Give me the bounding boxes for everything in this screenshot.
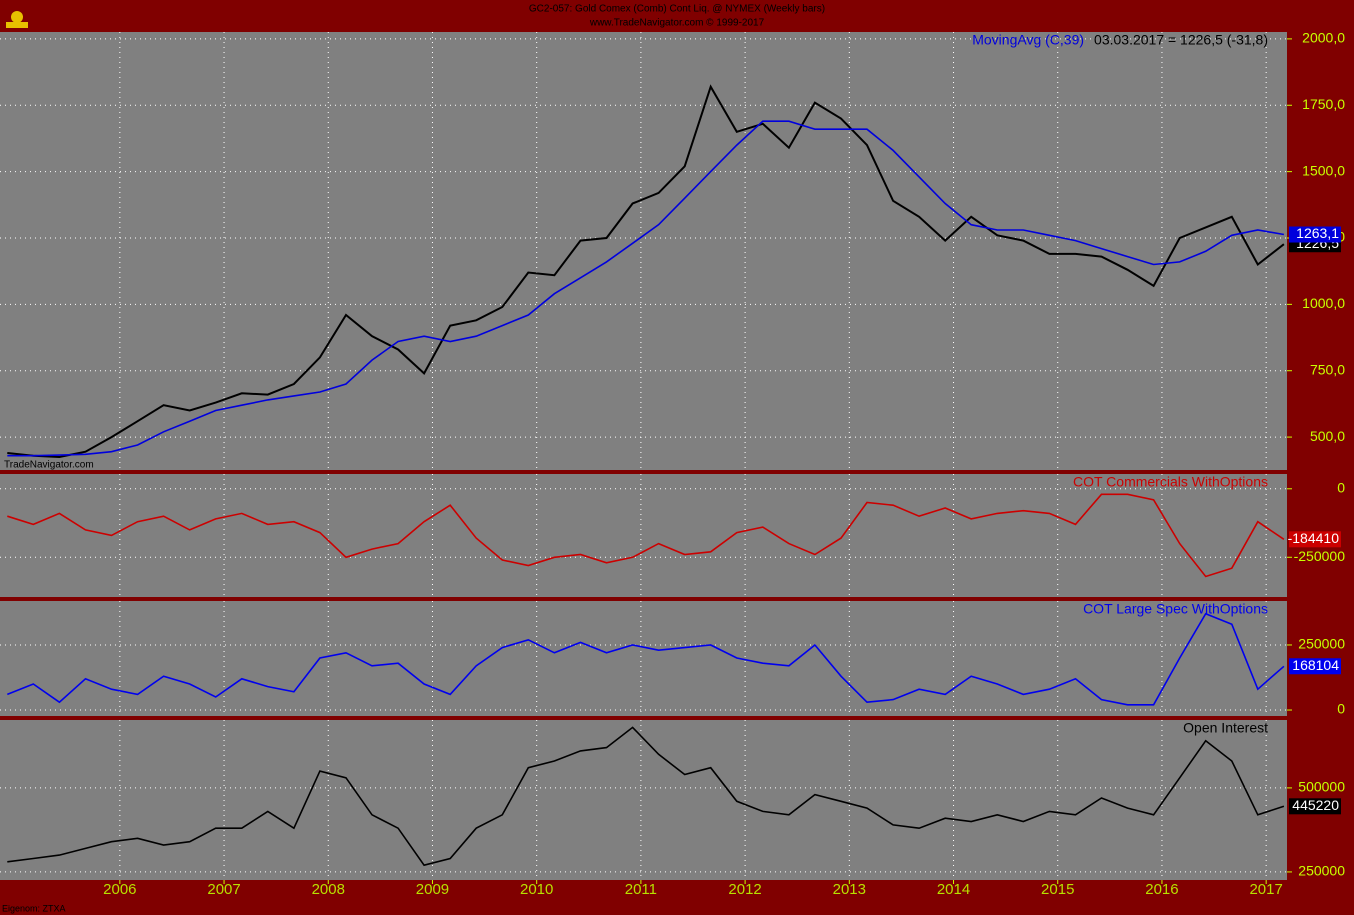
y-tick-label: 250000 [1298,863,1345,879]
x-tick-label: 2017 [1249,881,1282,898]
y-tick-label: 750,0 [1310,361,1345,377]
x-tick-label: 2013 [833,881,866,898]
y-tick-label: 2000,0 [1302,30,1345,46]
header-subtitle: www.TradeNavigator.com © 1999-2017 [589,18,765,29]
watermark: TradeNavigator.com [4,460,94,471]
last-value-label: 168104 [1292,657,1339,673]
last-value-box [1289,798,1341,815]
legend-entry: MovingAvg (C,39) [972,32,1084,48]
legend-entry: Open Interest [1183,720,1268,736]
y-tick-label: 1750,0 [1302,96,1345,112]
header-title: GC2-057: Gold Comex (Comb) Cont Liq. @ N… [529,4,825,15]
x-tick-label: 2006 [103,881,136,898]
series-line [7,612,1285,706]
last-value-label: 1263,1 [1296,225,1339,241]
panel [0,474,1287,597]
y-tick-label: 1000,0 [1302,295,1345,311]
y-tick-label: 0 [1337,701,1345,717]
x-tick-label: 2008 [312,881,345,898]
last-value-box [1289,226,1341,243]
legend-entry: COT Large Spec WithOptions [1083,601,1268,617]
series-line [7,120,1285,457]
panel [0,32,1287,470]
annotation: 03.03.2017 = 1226,5 (-31,8) [1094,32,1268,48]
y-tick-label: 500000 [1298,779,1345,795]
legend-entry: COT Commercials WithOptions [1073,474,1268,490]
panel [0,601,1287,716]
footer: Eigenom: ZTXA [2,903,66,913]
x-tick-label: 2009 [416,881,449,898]
x-tick-label: 2016 [1145,881,1178,898]
x-tick-label: 2010 [520,881,553,898]
x-tick-label: 2012 [728,881,761,898]
series-line [7,84,1285,459]
series-line [7,493,1285,578]
series-line [7,726,1285,867]
x-tick-label: 2007 [207,881,240,898]
last-value-box [1289,531,1341,548]
panel [0,720,1287,880]
last-value-label: 445220 [1292,797,1339,813]
y-tick-label: 500,0 [1310,428,1345,444]
y-tick-label: 1500,0 [1302,162,1345,178]
y-tick-label: 0 [1337,479,1345,495]
x-tick-label: 2014 [937,881,970,898]
x-tick-label: 2015 [1041,881,1074,898]
last-value-box [1289,658,1341,675]
last-value-label: -184410 [1288,530,1340,546]
logo [6,11,28,28]
y-tick-label: 250000 [1298,636,1345,652]
y-tick-label: -250000 [1294,548,1346,564]
x-tick-label: 2011 [625,881,657,898]
